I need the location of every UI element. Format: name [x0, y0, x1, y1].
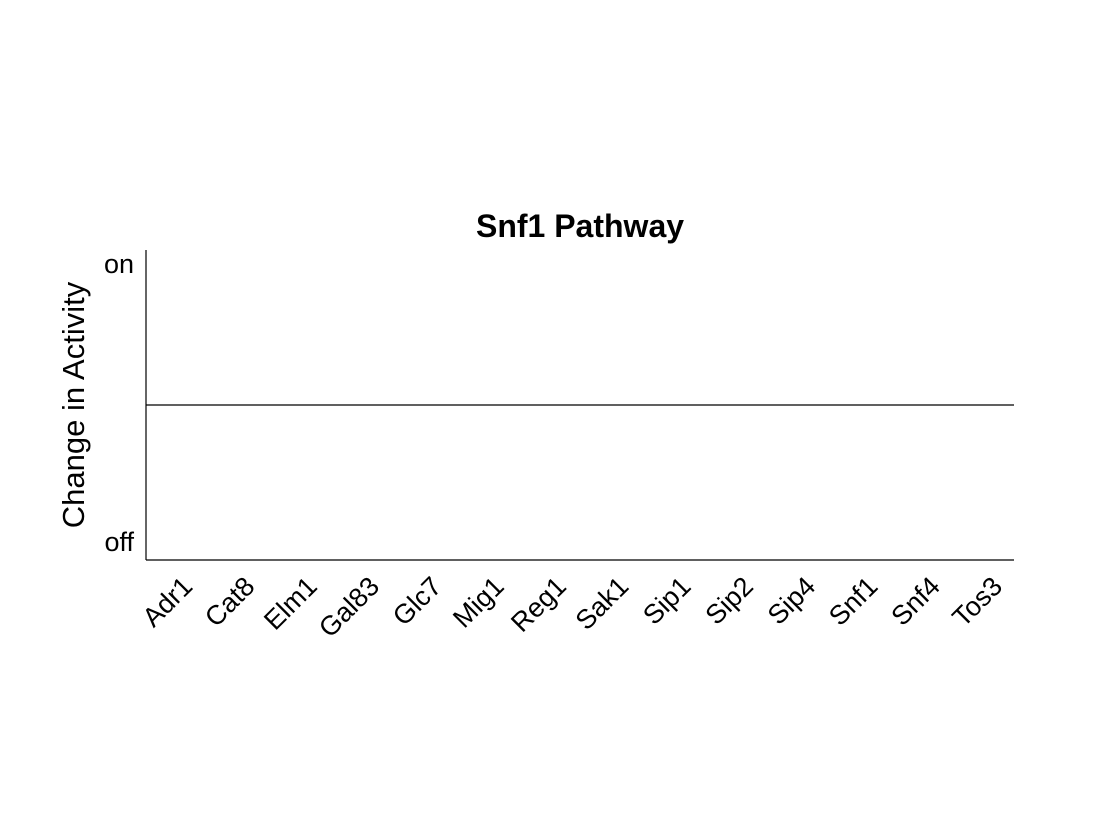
chart-title: Snf1 Pathway — [476, 208, 684, 244]
x-tick-label: Cat8 — [199, 571, 261, 633]
x-tick-label: Tos3 — [947, 571, 1009, 633]
x-tick-label: Mig1 — [447, 571, 510, 634]
x-tick-label: Adr1 — [137, 571, 199, 633]
x-tick-label: Snf1 — [823, 571, 883, 631]
x-tick-label: Sip4 — [762, 571, 821, 630]
y-tick-label: on — [104, 249, 134, 279]
x-tick-label: Sip2 — [700, 571, 759, 630]
x-tick-label: Sip1 — [637, 571, 696, 630]
x-tick-label: Glc7 — [387, 571, 447, 631]
y-tick-label: off — [104, 527, 134, 557]
y-axis-label: Change in Activity — [56, 281, 91, 528]
x-tick-label: Gal83 — [313, 571, 385, 643]
x-tick-label: Snf4 — [885, 571, 945, 631]
x-tick-label: Elm1 — [258, 571, 323, 636]
x-tick-label: Reg1 — [505, 571, 572, 638]
y-tick-labels: on off — [104, 249, 135, 557]
x-tick-label: Sak1 — [570, 571, 635, 636]
